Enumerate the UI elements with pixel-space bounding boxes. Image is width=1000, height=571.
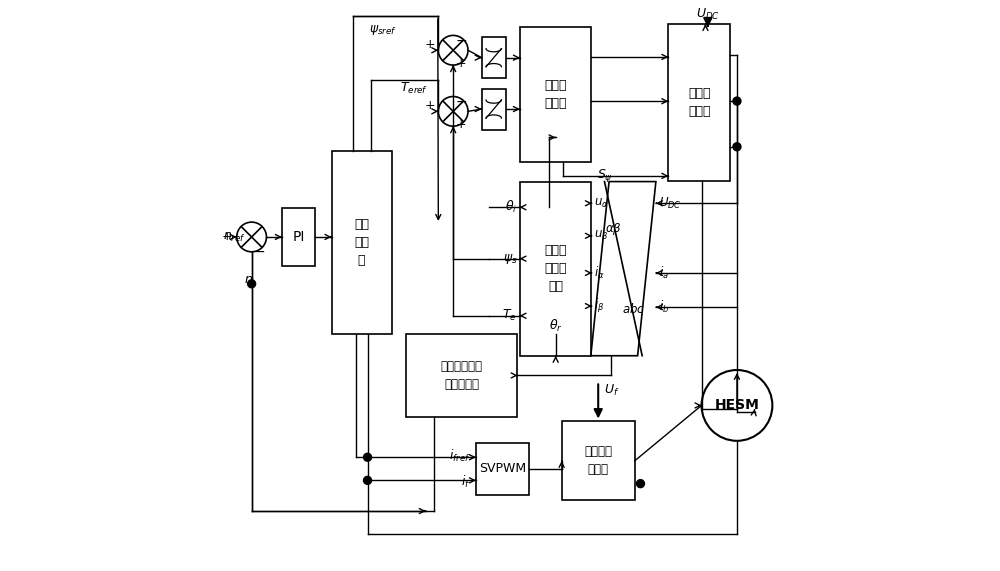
Text: SVPWM: SVPWM	[479, 463, 526, 475]
Text: $i_\beta$: $i_\beta$	[594, 297, 604, 315]
Text: $+$: $+$	[221, 231, 232, 243]
Bar	[562, 421, 635, 500]
Text: $U_{DC}$: $U_{DC}$	[659, 196, 681, 211]
Text: $i_\alpha$: $i_\alpha$	[594, 265, 605, 281]
Text: 转矩和
磁链估
计器: 转矩和 磁链估 计器	[544, 244, 567, 293]
Bar	[668, 24, 730, 181]
Text: $-$: $-$	[253, 243, 265, 258]
Bar	[332, 151, 392, 334]
Text: $u_\alpha$: $u_\alpha$	[594, 197, 609, 210]
Bar	[520, 27, 591, 162]
Circle shape	[364, 453, 372, 461]
Text: $i_a$: $i_a$	[659, 265, 669, 281]
Text: $U_f$: $U_f$	[604, 383, 619, 397]
Circle shape	[733, 97, 741, 105]
Text: $T_e$: $T_e$	[502, 308, 517, 323]
Text: $T_{eref}$: $T_{eref}$	[400, 81, 428, 96]
Bar	[482, 89, 506, 130]
Bar	[476, 443, 529, 495]
Text: $\psi_{sref}$: $\psi_{sref}$	[369, 23, 397, 37]
Text: $i_{fref}$: $i_{fref}$	[449, 448, 470, 464]
Text: 开关状
态选择: 开关状 态选择	[544, 79, 567, 110]
Text: $\theta_i$: $\theta_i$	[505, 199, 517, 215]
Text: $\alpha\beta$: $\alpha\beta$	[605, 220, 621, 236]
Bar	[482, 37, 506, 78]
Circle shape	[733, 143, 741, 151]
Text: $i_b$: $i_b$	[659, 299, 669, 315]
Bar	[520, 182, 591, 356]
Text: $-$: $-$	[455, 94, 467, 108]
Text: PI: PI	[292, 230, 305, 244]
Text: $i_f$: $i_f$	[461, 474, 470, 490]
Circle shape	[248, 280, 256, 288]
Text: $U_{DC}$: $U_{DC}$	[696, 7, 720, 22]
Text: $S_\psi$: $S_\psi$	[597, 167, 613, 184]
Text: $n_{ref}$: $n_{ref}$	[223, 231, 246, 243]
Circle shape	[636, 480, 644, 488]
Text: 主功率
变换器: 主功率 变换器	[688, 87, 711, 118]
Bar	[406, 334, 517, 417]
Text: $u_\beta$: $u_\beta$	[594, 228, 609, 243]
Text: $+$: $+$	[424, 99, 435, 112]
Text: $+$: $+$	[424, 38, 435, 51]
Text: $n$: $n$	[244, 274, 253, 286]
Text: $\theta_r$: $\theta_r$	[549, 317, 563, 333]
Text: $+$: $+$	[455, 118, 466, 131]
Text: HESM: HESM	[715, 399, 759, 412]
Circle shape	[364, 476, 372, 484]
Text: 励磁功率
变换器: 励磁功率 变换器	[584, 445, 612, 476]
Text: $abc$: $abc$	[622, 301, 645, 316]
Text: 转速和转子初
始位置估计: 转速和转子初 始位置估计	[440, 360, 482, 391]
Text: 电流
分配
器: 电流 分配 器	[354, 218, 369, 267]
Text: $\psi_s$: $\psi_s$	[503, 252, 517, 266]
Text: $-$: $-$	[455, 33, 467, 47]
Bar	[282, 208, 315, 266]
Text: $+$: $+$	[455, 57, 466, 70]
